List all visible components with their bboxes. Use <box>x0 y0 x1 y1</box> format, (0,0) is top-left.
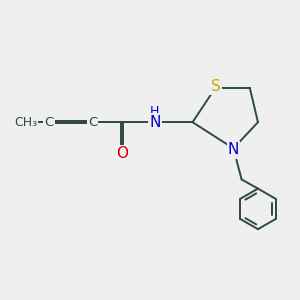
Text: C: C <box>44 116 53 129</box>
Text: CH₃: CH₃ <box>14 116 37 129</box>
Text: O: O <box>116 146 128 161</box>
Text: N: N <box>228 142 239 158</box>
Text: H: H <box>150 105 160 118</box>
Text: N: N <box>149 115 160 130</box>
Text: C: C <box>88 116 97 129</box>
Text: S: S <box>211 79 220 94</box>
